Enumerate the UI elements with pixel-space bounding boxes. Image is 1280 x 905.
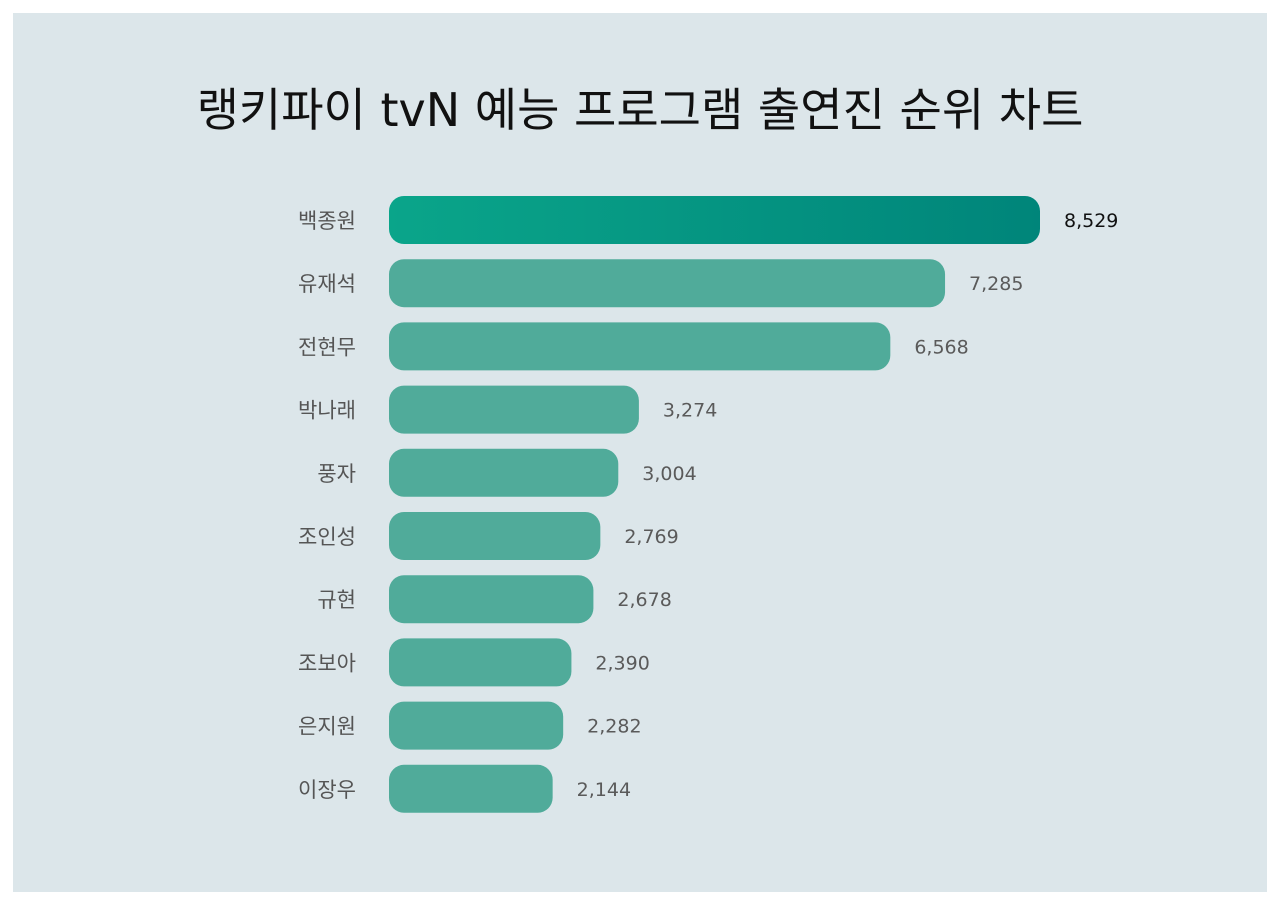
bar-8 <box>389 638 572 687</box>
value-label: 6,568 <box>914 336 968 358</box>
value-label: 2,678 <box>617 589 671 611</box>
value-label: 2,769 <box>624 526 678 548</box>
bar-6 <box>389 512 601 560</box>
value-label: 8,529 <box>1064 210 1118 232</box>
bar-9 <box>389 701 564 750</box>
category-label: 은지원 <box>298 715 356 739</box>
value-label: 2,282 <box>587 716 641 738</box>
bar-1 <box>389 196 1040 244</box>
bar-10 <box>389 764 553 813</box>
category-label: 이장우 <box>298 778 356 802</box>
category-label: 박나래 <box>298 399 356 423</box>
chart-title: 랭키파이 tvN 예능 프로그램 출연진 순위 차트 <box>196 83 1084 137</box>
bar-7 <box>389 575 594 624</box>
value-label: 7,285 <box>969 273 1023 295</box>
category-label: 백종원 <box>298 209 356 233</box>
category-label: 유재석 <box>298 272 356 296</box>
chart-background <box>13 13 1267 892</box>
value-label: 3,274 <box>663 400 717 422</box>
category-label: 조보아 <box>298 651 356 675</box>
bar-2 <box>389 259 946 308</box>
category-label: 규현 <box>317 588 356 612</box>
category-label: 풍자 <box>317 462 356 486</box>
bar-5 <box>389 448 619 497</box>
value-label: 2,390 <box>595 652 649 674</box>
bar-4 <box>389 385 639 434</box>
category-label: 전현무 <box>298 335 356 359</box>
category-label: 조인성 <box>298 525 356 549</box>
value-label: 2,144 <box>577 779 631 801</box>
bar-3 <box>389 322 891 371</box>
value-label: 3,004 <box>642 463 696 485</box>
